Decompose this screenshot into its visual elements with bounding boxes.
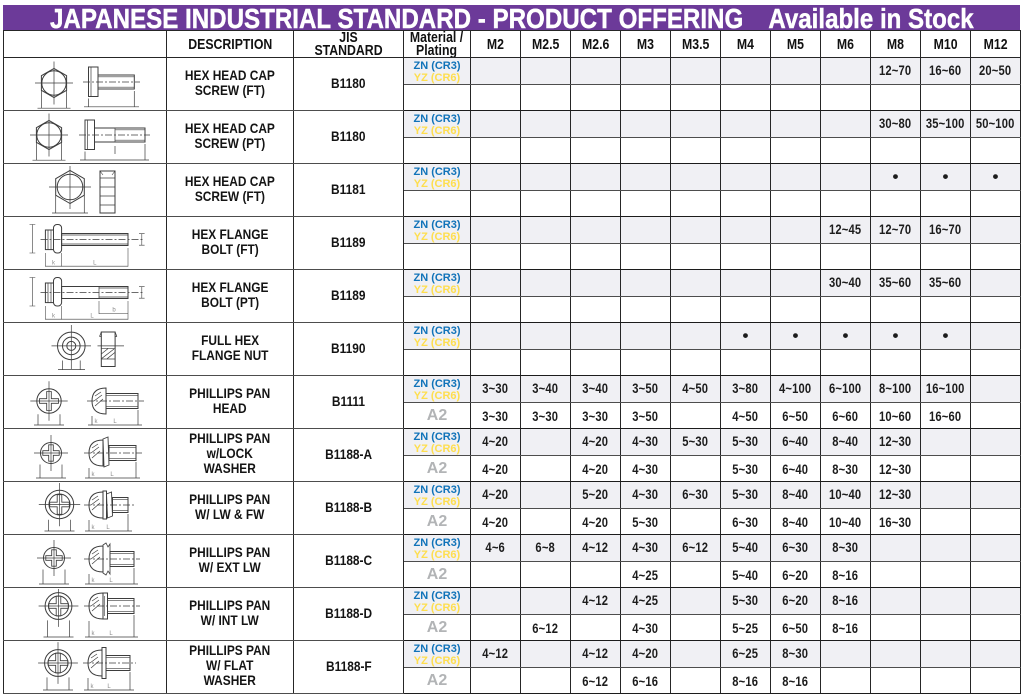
svg-text:k: k [92, 631, 96, 637]
svg-text:k: k [92, 578, 96, 584]
svg-text:L: L [110, 472, 114, 478]
svg-text:L: L [113, 419, 117, 425]
svg-text:L: L [109, 578, 113, 584]
svg-text:k: k [91, 684, 95, 690]
svg-text:k: k [92, 472, 96, 478]
svg-text:k: k [92, 525, 96, 531]
svg-text:L: L [90, 313, 94, 319]
svg-text:k: k [52, 313, 56, 319]
svg-text:L: L [93, 260, 97, 266]
svg-text:L: L [106, 525, 110, 531]
svg-text:L: L [109, 631, 113, 637]
svg-text:b: b [112, 307, 116, 313]
svg-text:k: k [95, 419, 99, 425]
svg-text:k: k [52, 260, 56, 266]
svg-text:L: L [107, 684, 111, 690]
